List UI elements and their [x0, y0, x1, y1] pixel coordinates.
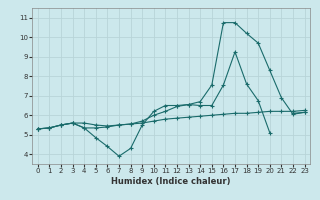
X-axis label: Humidex (Indice chaleur): Humidex (Indice chaleur): [111, 177, 231, 186]
